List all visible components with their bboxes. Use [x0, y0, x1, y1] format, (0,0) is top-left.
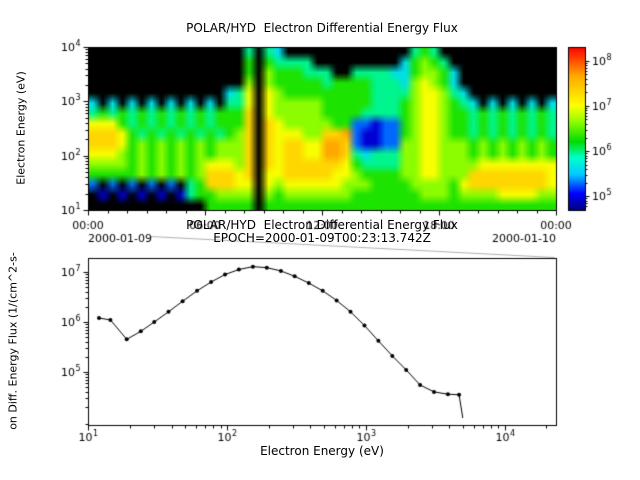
spectrogram-y-axis-label: Electron Energy (eV)	[14, 71, 28, 185]
spectrogram-title: POLAR/HYD Electron Differential Energy F…	[186, 21, 458, 35]
spectrum-title: POLAR/HYD Electron Differential Energy F…	[186, 218, 458, 232]
spectrum-y-axis-label: on Diff. Energy Flux (1/(cm^2-s-	[6, 252, 20, 430]
spectrum-x-axis-label: Electron Energy (eV)	[260, 444, 384, 458]
epoch-subtitle: EPOCH=2000-01-09T00:23:13.742Z	[213, 231, 431, 245]
